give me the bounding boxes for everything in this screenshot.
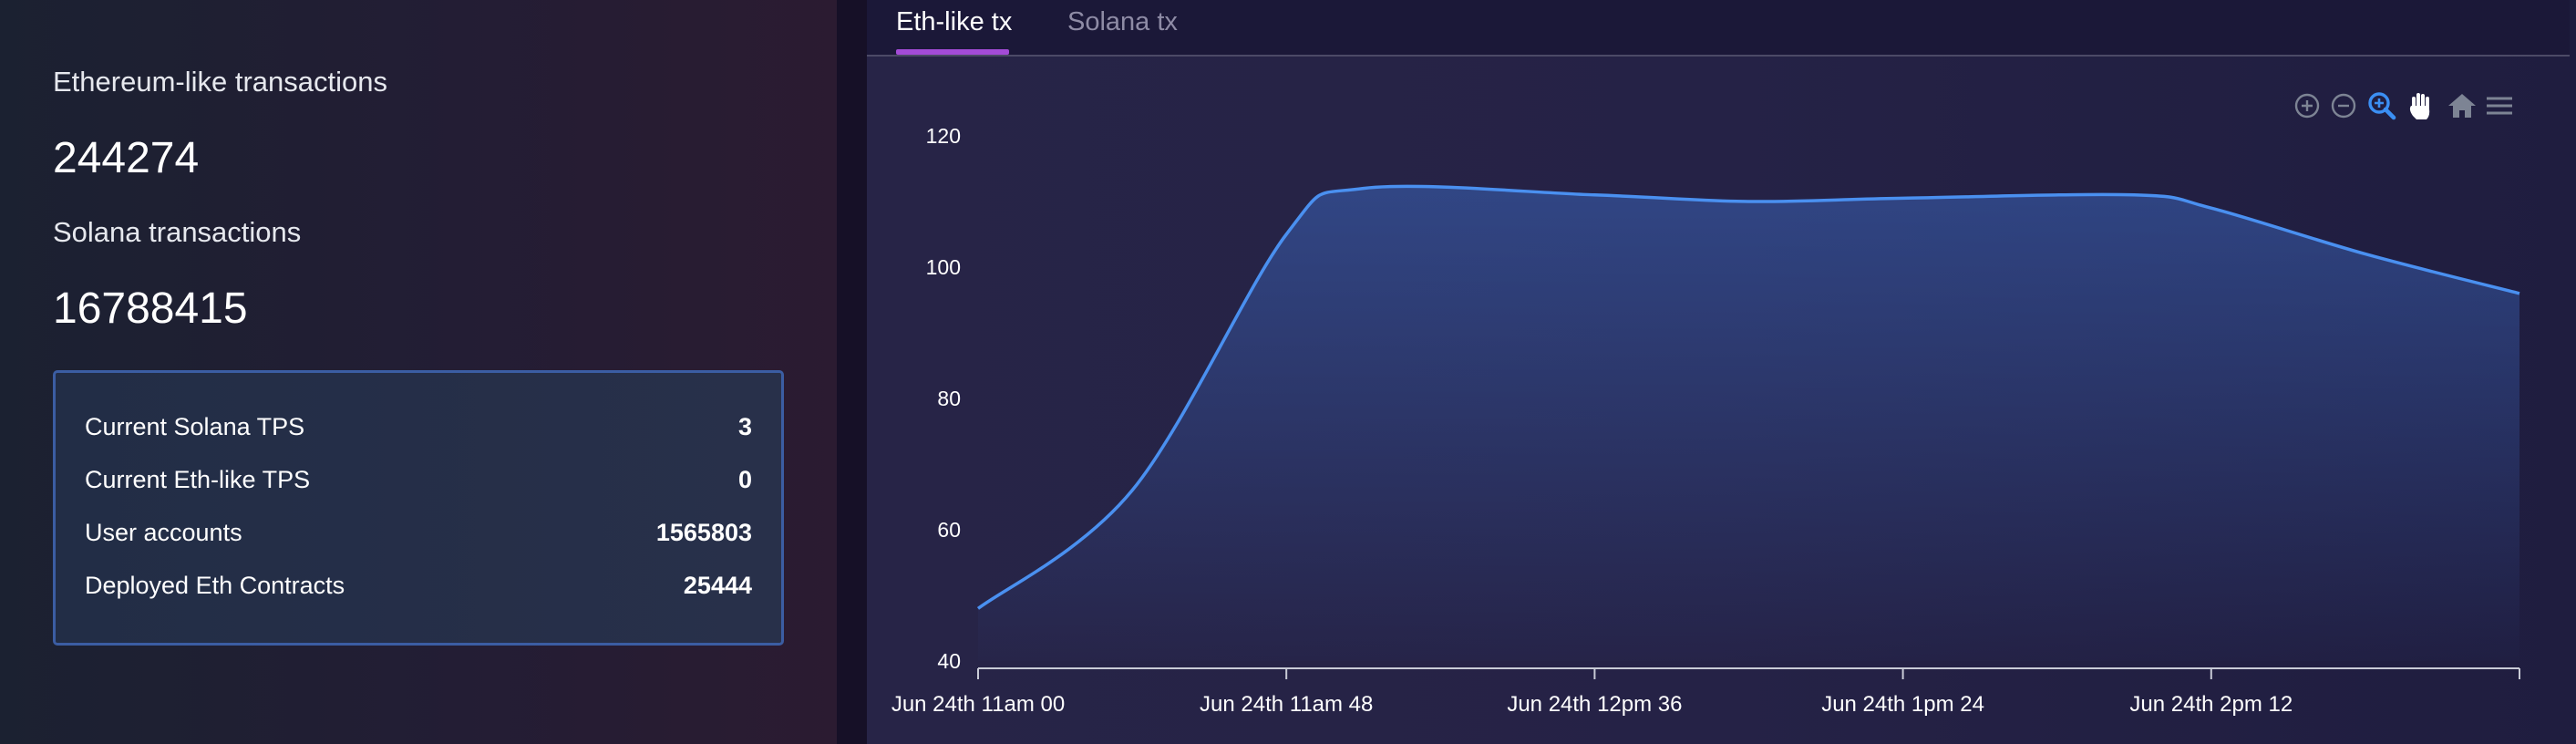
y-tick-label: 60 [937,518,961,542]
zoom-selection-icon[interactable] [2365,88,2398,124]
stats-label: Deployed Eth Contracts [85,571,345,599]
stats-row-eth-tps: Current Eth-like TPS 0 [85,453,752,506]
stats-value: 0 [737,465,752,493]
y-tick-label: 40 [937,649,961,673]
stats-value: 1565803 [655,518,752,546]
tab-eth-like-tx[interactable]: Eth-like tx [896,7,1013,36]
reset-home-icon[interactable] [2446,88,2478,124]
tx-chart: Jun 24th 11am 00 Jun 24th 11am 48 Jun 24th… [891,124,2520,717]
stats-row-solana-tps: Current Solana TPS 3 [85,400,752,453]
stats-row-user-accounts: User accounts 1565803 [85,506,752,559]
zoom-in-icon[interactable] [2291,88,2324,124]
stats-box: Current Solana TPS 3 Current Eth-like TP… [53,370,784,646]
chart-panel: Jun 24th 11am 00 Jun 24th 11am 48 Jun 24th… [867,0,2576,744]
x-tick-label: Jun 24th 2pm 12 [2129,692,2293,717]
x-tick-label: Jun 24th 12pm 36 [1507,692,1682,717]
zoom-out-icon[interactable] [2327,88,2360,124]
chart-tabs: Eth-like tx Solana tx [867,0,2570,57]
eth-transactions-label: Ethereum-like transactions [53,66,387,98]
stats-value: 25444 [683,571,752,599]
y-tick-label: 100 [926,255,961,279]
y-tick-label: 120 [926,124,961,148]
solana-transactions-value: 16788415 [53,284,248,333]
x-tick-label: Jun 24th 11am 48 [1200,692,1373,717]
series-area [978,186,2519,661]
eth-transactions-value: 244274 [53,134,200,182]
x-tick-label: Jun 24th 1pm 24 [1821,692,1984,717]
tab-solana-tx[interactable]: Solana tx [1067,7,1178,36]
stats-value: 3 [737,412,752,440]
solana-transactions-label: Solana transactions [53,216,302,248]
panel-divider [837,0,867,744]
stats-label: Current Solana TPS [85,412,305,440]
stats-label: User accounts [85,518,242,546]
menu-icon[interactable] [2483,88,2516,124]
series-line [976,184,2520,610]
x-tick-label: Jun 24th 11am 00 [891,692,1065,717]
pan-hand-icon[interactable] [2404,88,2437,124]
active-tab-indicator [896,49,1009,55]
stats-row-eth-contracts: Deployed Eth Contracts 25444 [85,559,752,612]
stats-label: Current Eth-like TPS [85,465,311,493]
y-tick-label: 80 [937,387,961,410]
summary-panel: Ethereum-like transactions 244274 Solana… [0,0,837,744]
